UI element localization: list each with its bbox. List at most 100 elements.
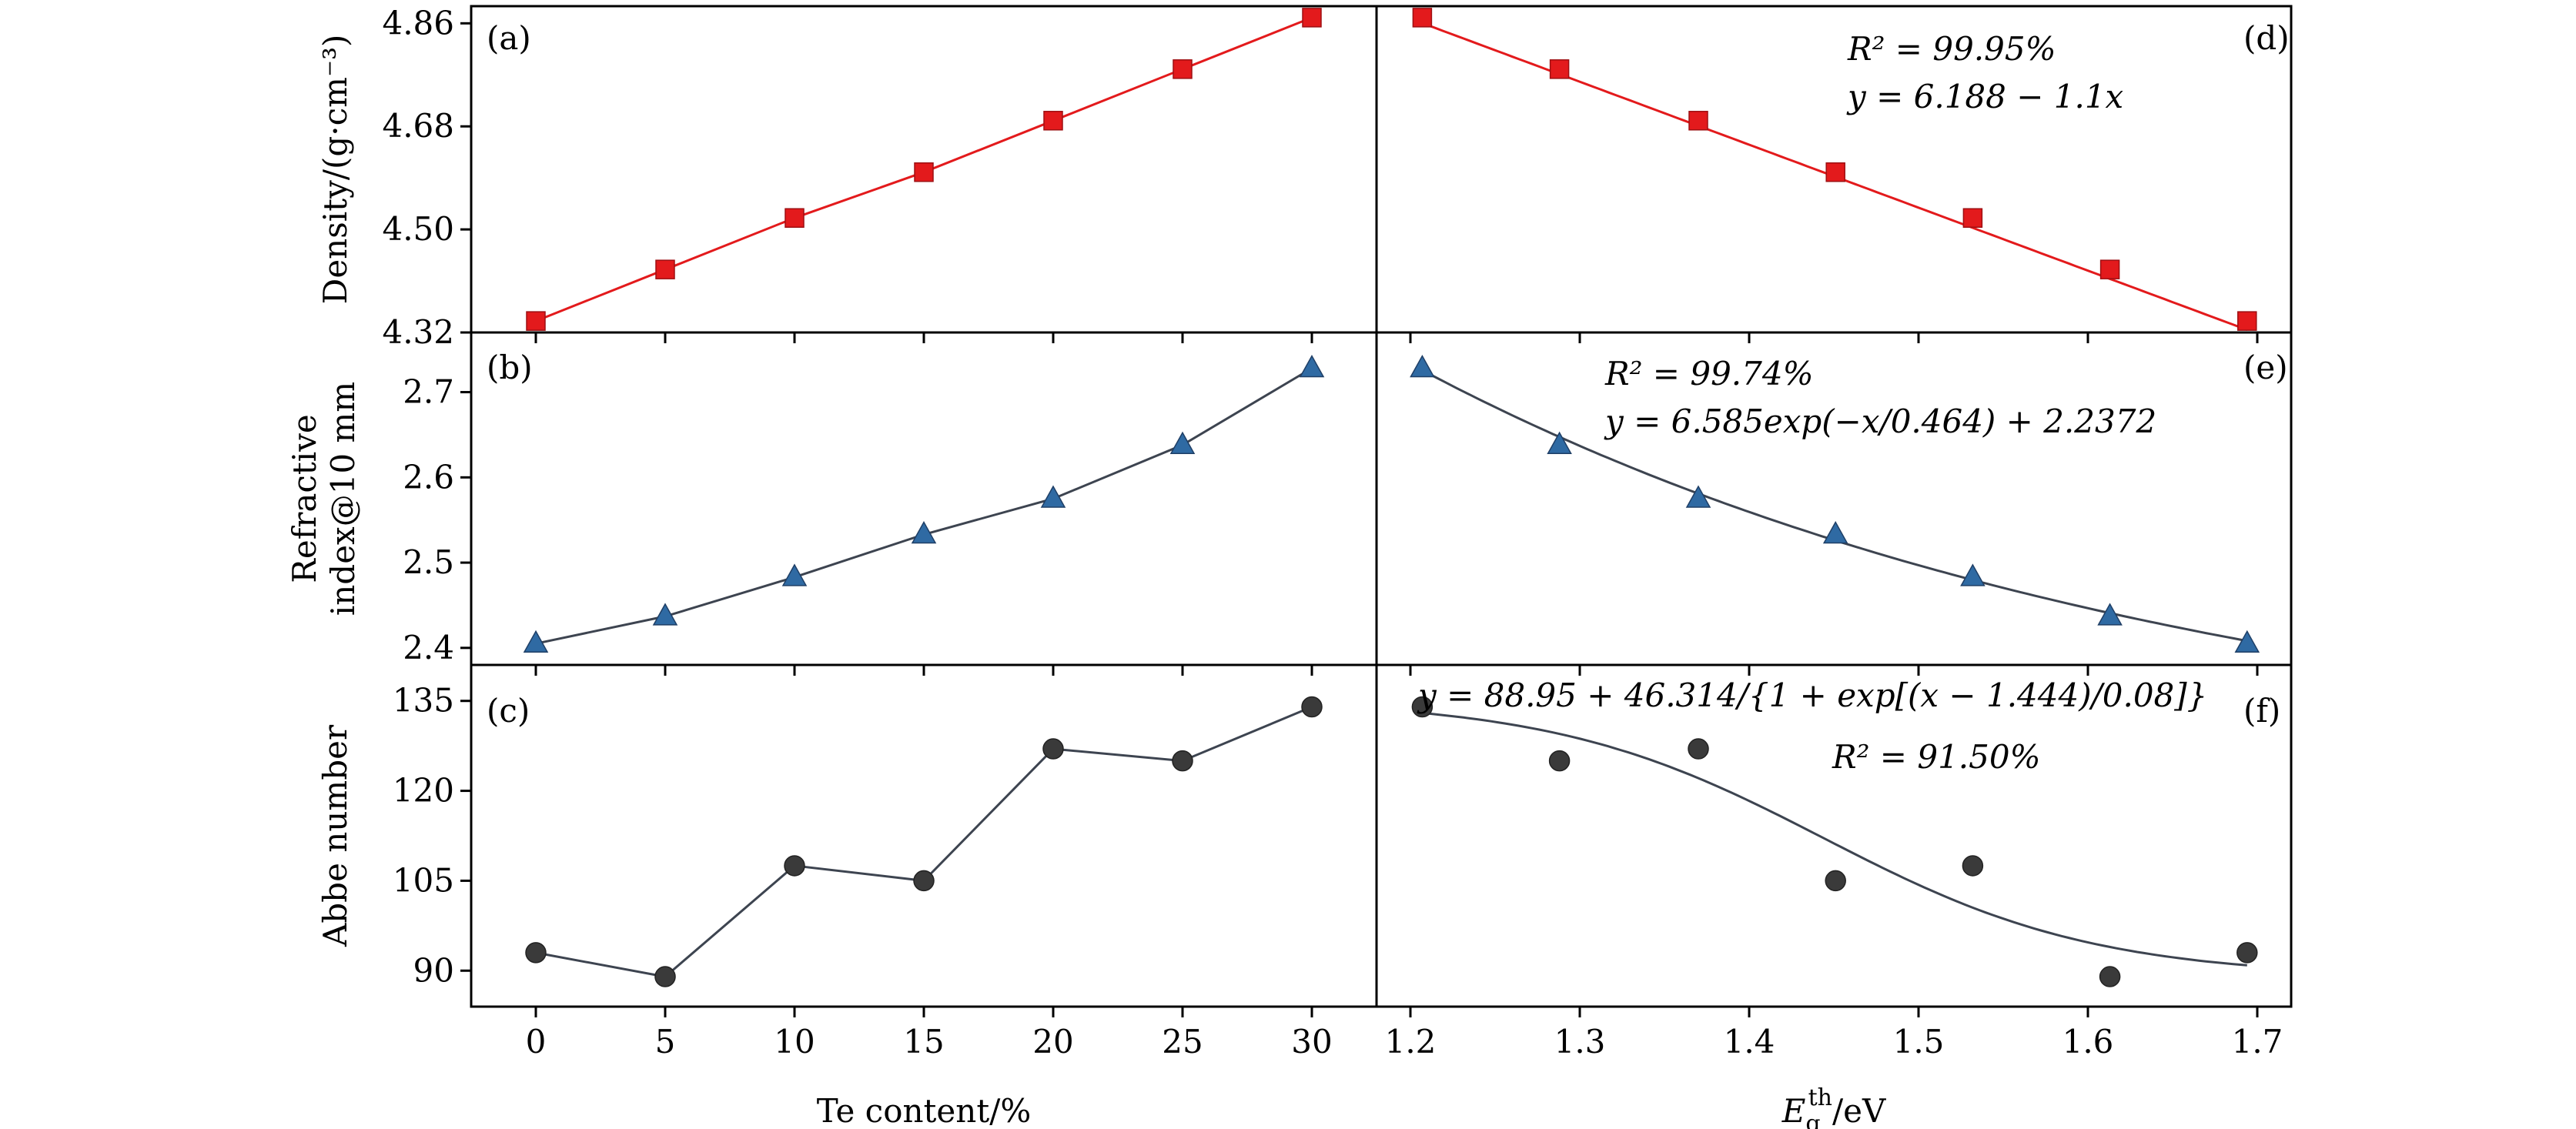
xtick-label-c-1: 5 <box>655 1023 676 1061</box>
panel-e: (e) R² = 99.74% y = 6.585exp(−x/0.464) + 2… <box>1375 331 2293 676</box>
xtick-label-c-3: 15 <box>903 1023 944 1061</box>
xtick-label-c-2: 10 <box>774 1023 815 1061</box>
ylabel-c: Abbe number <box>316 724 354 947</box>
ytick-label-c-3: 135 <box>393 682 454 720</box>
data-point-e-2 <box>1685 485 1711 508</box>
axes-frame-f <box>1375 663 2293 1008</box>
ylabel-a: Density/(g·cm⁻³) <box>316 35 354 305</box>
data-point-e-5 <box>2097 603 2123 626</box>
ytick-label-a-2: 4.68 <box>382 107 454 145</box>
fit-annotation-e-1: y = 6.585exp(−x/0.464) + 2.2372 <box>1604 402 2156 440</box>
axes-frame-c <box>470 663 1378 1008</box>
ytick-label-b-2: 2.6 <box>403 458 454 496</box>
ytick-label-a-1: 4.50 <box>382 210 454 248</box>
plot-area-f <box>1411 696 2258 987</box>
data-point-d-6 <box>2237 311 2257 331</box>
plot-area-d <box>1412 8 2257 332</box>
data-point-b-3 <box>911 520 937 544</box>
data-point-c-3 <box>913 870 935 892</box>
data-point-e-1 <box>1547 431 1572 454</box>
plot-area-e <box>1410 354 2260 653</box>
data-point-f-1 <box>1548 750 1571 772</box>
fit-annotation-d-1: y = 6.188 − 1.1x <box>1846 78 2124 115</box>
xtick-label-f-2: 1.4 <box>1724 1023 1775 1061</box>
panel-b: 2.4 2.5 2.6 2.7 (b) Refractive index@10 mm <box>286 331 1378 676</box>
fit-annotation-f-0: y = 88.95 + 46.314/{1 + exp[(x − 1.444)/… <box>1417 676 2207 714</box>
data-point-b-1 <box>652 603 678 626</box>
panel-a: 4.32 4.50 4.68 4.86 (a) Density/(g·cm⁻³) <box>316 4 1378 351</box>
data-point-b-4 <box>1040 485 1066 508</box>
data-point-c-4 <box>1042 738 1064 760</box>
xtick-label-c-5: 25 <box>1162 1023 1203 1061</box>
fit-annotation-d-0: R² = 99.95% <box>1847 30 2056 68</box>
data-point-c-0 <box>525 942 547 964</box>
data-point-b-5 <box>1169 431 1196 454</box>
data-point-c-2 <box>784 855 805 877</box>
data-point-f-6 <box>2236 942 2258 964</box>
data-point-c-1 <box>654 966 676 987</box>
ytick-label-b-0: 2.4 <box>403 629 454 666</box>
data-point-b-0 <box>523 630 549 653</box>
panel-label-a: (a) <box>487 19 531 57</box>
data-point-d-1 <box>1549 59 1570 79</box>
data-point-a-2 <box>785 208 805 228</box>
ytick-label-b-1: 2.5 <box>403 543 454 581</box>
panel-f: 1.2 1.3 1.4 1.5 1.6 1.7 (f) y = 88.95 + 46.314/… <box>1375 663 2293 1129</box>
xtick-label-f-0: 1.2 <box>1385 1023 1437 1061</box>
axes-frame-e <box>1375 331 2293 666</box>
xtick-label-c-6: 30 <box>1291 1023 1332 1061</box>
ytick-label-c-1: 105 <box>393 861 454 899</box>
fit-curve-f <box>1422 711 2247 967</box>
xtick-label-f-5: 1.7 <box>2232 1023 2283 1061</box>
data-point-d-4 <box>1962 208 1983 228</box>
data-point-d-5 <box>2099 259 2120 279</box>
panel-d: (d) R² = 99.95% y = 6.188 − 1.1x <box>1375 5 2293 343</box>
panel-c: 90 105 120 135 0 5 10 15 20 25 30 (c) Abbe number Te … <box>316 663 1378 1129</box>
panel-label-b: (b) <box>487 349 533 386</box>
data-point-e-6 <box>2234 630 2260 653</box>
panel-label-d: (d) <box>2243 19 2290 57</box>
data-point-e-4 <box>1960 563 1986 586</box>
data-point-f-3 <box>1825 870 1846 892</box>
panel-label-f: (f) <box>2243 692 2280 730</box>
fit-annotation-e-0: R² = 99.74% <box>1604 355 1814 392</box>
ylabel-b-line1: Refractive <box>286 414 323 583</box>
data-point-a-4 <box>1043 111 1063 131</box>
ytick-label-a-3: 4.86 <box>382 4 454 42</box>
data-point-a-0 <box>526 311 546 331</box>
xtick-label-c-4: 20 <box>1032 1023 1073 1061</box>
data-point-d-3 <box>1825 162 1845 182</box>
xtick-label-f-4: 1.6 <box>2062 1023 2114 1061</box>
data-point-a-1 <box>655 259 675 279</box>
ytick-label-c-0: 90 <box>413 951 454 989</box>
data-point-f-0 <box>1411 696 1434 718</box>
xtick-label-f-3: 1.5 <box>1893 1023 1945 1061</box>
data-point-a-6 <box>1302 8 1322 28</box>
axes-frame-b <box>470 331 1378 666</box>
xtick-label-c-0: 0 <box>526 1023 547 1061</box>
data-point-c-6 <box>1301 696 1323 718</box>
data-point-f-4 <box>1962 855 1984 877</box>
xtick-label-f-1: 1.3 <box>1554 1023 1606 1061</box>
data-point-d-2 <box>1688 111 1708 131</box>
fit-annotation-f-1: R² = 91.50% <box>1832 738 2041 776</box>
panel-label-e: (e) <box>2243 349 2288 386</box>
data-point-a-3 <box>914 162 934 182</box>
data-point-e-0 <box>1410 354 1435 378</box>
data-point-b-2 <box>781 563 808 586</box>
plot-area-b <box>523 354 1325 653</box>
ytick-label-b-3: 2.7 <box>403 373 454 411</box>
plot-area-a <box>526 8 1322 331</box>
data-point-b-6 <box>1299 354 1325 378</box>
ylabel-b-line2: index@10 mm <box>324 382 362 616</box>
series-line-c <box>535 706 1313 978</box>
panel-label-c: (c) <box>487 692 530 730</box>
data-point-d-0 <box>1412 8 1433 28</box>
data-point-e-3 <box>1822 520 1848 544</box>
ytick-label-a-0: 4.32 <box>382 313 454 351</box>
xlabel-c: Te content/% <box>817 1092 1032 1129</box>
data-point-f-2 <box>1688 738 1709 760</box>
data-point-a-5 <box>1173 59 1193 79</box>
data-point-c-5 <box>1172 750 1193 772</box>
